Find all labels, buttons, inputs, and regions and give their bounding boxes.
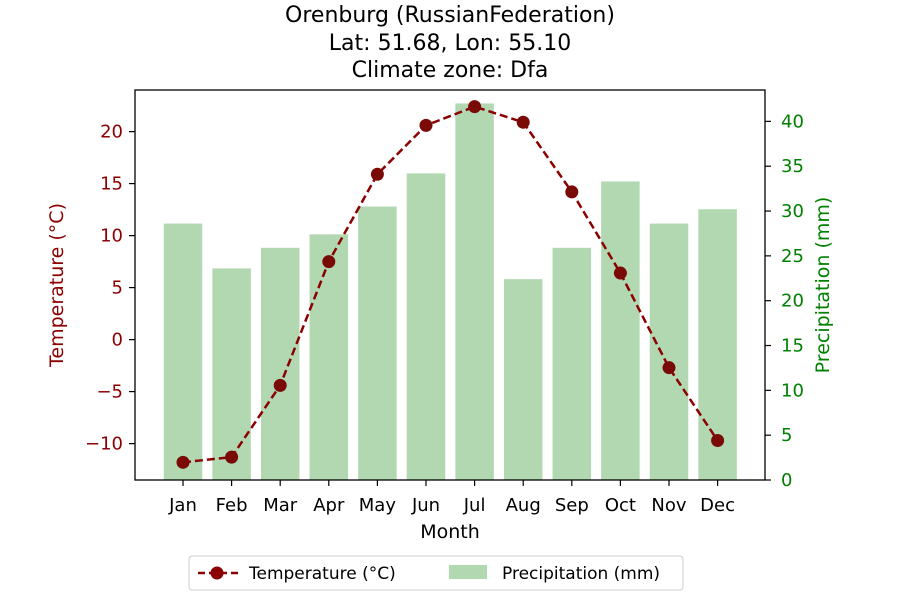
right-tick-label: 5 xyxy=(781,425,792,446)
right-tick-label: 10 xyxy=(781,380,804,401)
precipitation-bar-jun xyxy=(406,173,446,480)
left-tick-label: −5 xyxy=(96,382,123,403)
temperature-point-sep xyxy=(565,185,579,199)
x-tick-label-may: May xyxy=(359,495,397,516)
right-axis-label: Precipitation (mm) xyxy=(812,197,834,374)
right-axis-ticks: 40 35 30 25 20 15 10 5 0 xyxy=(765,111,804,491)
left-axis-label: Temperature (°C) xyxy=(46,203,68,368)
x-tick-label-aug: Aug xyxy=(506,495,541,516)
temperature-point-dec xyxy=(711,433,725,447)
plot-frame xyxy=(134,89,766,481)
left-tick-label: 5 xyxy=(112,278,123,299)
temperature-point-may xyxy=(370,167,384,181)
x-tick-label-jan: Jan xyxy=(168,495,197,516)
x-axis-label: Month xyxy=(420,521,480,543)
x-tick-label-mar: Mar xyxy=(263,495,298,516)
legend-temperature-marker xyxy=(210,566,224,580)
temperature-point-oct xyxy=(613,266,627,280)
precipitation-bar-oct xyxy=(601,181,640,480)
precipitation-bar-aug xyxy=(503,279,543,480)
x-tick-label-apr: Apr xyxy=(313,495,345,516)
precipitation-bar-nov xyxy=(649,223,689,480)
x-tick-label-jul: Jul xyxy=(463,495,486,516)
precipitation-bar-mar xyxy=(260,247,300,480)
right-tick-label: 40 xyxy=(781,111,804,132)
temperature-point-jun xyxy=(419,118,433,132)
temperature-point-feb xyxy=(225,450,239,464)
x-tick-label-jun: Jun xyxy=(411,495,440,516)
chart-title-line-1: Orenburg (RussianFederation) xyxy=(285,3,615,28)
left-tick-label: 0 xyxy=(112,330,123,351)
legend: Temperature (°C) Precipitation (mm) xyxy=(188,555,684,591)
left-axis-ticks: 20 15 10 5 0 −5 −10 xyxy=(85,122,135,455)
legend-box xyxy=(188,555,684,591)
right-tick-label: 35 xyxy=(781,156,804,177)
chart-title-line-2: Lat: 51.68, Lon: 55.10 xyxy=(329,31,571,56)
x-axis-ticks: Jan Feb Mar Apr May Jun Jul Aug Sep Oct Nov Dec xyxy=(168,480,735,516)
precipitation-bar-jan xyxy=(163,223,203,480)
x-tick-label-oct: Oct xyxy=(605,495,636,516)
x-tick-label-nov: Nov xyxy=(651,495,686,516)
precipitation-bar-jul xyxy=(455,103,494,480)
right-tick-label: 30 xyxy=(781,201,804,222)
precipitation-bar-feb xyxy=(212,268,251,480)
x-tick-label-dec: Dec xyxy=(700,495,735,516)
left-tick-label: −10 xyxy=(85,434,123,455)
temperature-line xyxy=(182,105,719,464)
precipitation-bar-may xyxy=(358,206,397,480)
precipitation-bar-apr xyxy=(309,234,349,480)
chart-title-line-3: Climate zone: Dfa xyxy=(352,58,549,83)
right-tick-label: 20 xyxy=(781,291,804,312)
left-tick-label: 15 xyxy=(100,174,123,195)
right-tick-label: 25 xyxy=(781,246,804,267)
x-tick-label-sep: Sep xyxy=(555,495,589,516)
right-tick-label: 15 xyxy=(781,336,804,357)
legend-precipitation-swatch xyxy=(449,565,487,579)
legend-temperature-label: Temperature (°C) xyxy=(248,564,396,584)
right-tick-label: 0 xyxy=(781,470,792,491)
temperature-series xyxy=(176,100,725,469)
temperature-point-mar xyxy=(273,378,287,392)
temperature-point-jul xyxy=(468,100,482,114)
precipitation-bars xyxy=(163,103,737,480)
precipitation-bar-sep xyxy=(552,247,592,480)
temperature-point-aug xyxy=(516,115,530,129)
temperature-point-jan xyxy=(176,455,190,469)
legend-precipitation-label: Precipitation (mm) xyxy=(502,564,660,584)
left-tick-label: 20 xyxy=(100,122,123,143)
temperature-point-apr xyxy=(322,255,336,269)
temperature-point-nov xyxy=(662,361,676,375)
left-tick-label: 10 xyxy=(100,226,123,247)
x-tick-label-feb: Feb xyxy=(216,495,248,516)
